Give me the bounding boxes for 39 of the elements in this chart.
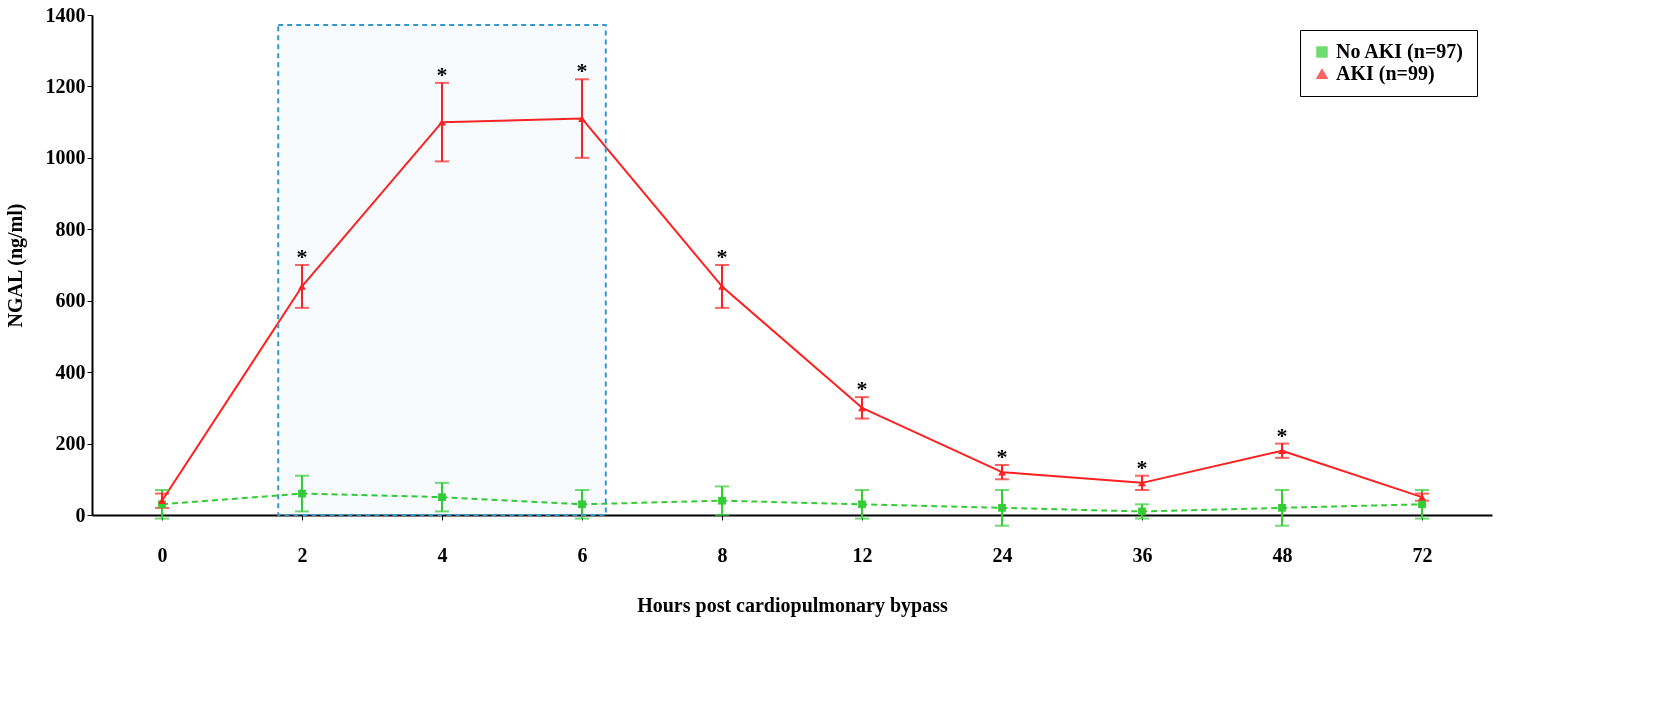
- x-tick-label: 4: [437, 543, 448, 566]
- y-axis-title: NGAL (ng/ml): [3, 203, 27, 328]
- point: [438, 493, 446, 502]
- point: [1278, 503, 1286, 512]
- x-tick-label: 48: [1272, 543, 1293, 566]
- point: [1138, 507, 1146, 516]
- point: [998, 503, 1006, 512]
- point: [1418, 500, 1426, 509]
- x-tick-label: 0: [157, 543, 168, 566]
- annotation: *: [1276, 422, 1288, 448]
- x-tick-label: 12: [852, 543, 873, 566]
- x-tick-label: 24: [992, 543, 1013, 566]
- x-tick-label: 72: [1412, 543, 1433, 566]
- y-tick-label: 800: [55, 217, 86, 240]
- y-tick-label: 1000: [45, 146, 86, 169]
- annotation: *: [436, 61, 448, 87]
- x-tick-label: 2: [297, 543, 308, 566]
- x-axis-title: Hours post cardiopulmonary bypass: [637, 593, 949, 617]
- annotation: *: [716, 244, 728, 269]
- annotation: *: [1136, 454, 1148, 480]
- legend-label: AKI (n=99): [1336, 62, 1435, 85]
- point: [858, 500, 866, 509]
- y-tick-label: 200: [55, 432, 86, 455]
- annotation: *: [856, 376, 868, 402]
- annotation: *: [576, 58, 588, 84]
- x-tick-label: 36: [1132, 543, 1153, 566]
- y-tick-label: 0: [75, 503, 86, 526]
- point: [298, 489, 306, 498]
- y-tick-label: 600: [55, 289, 86, 312]
- x-tick-label: 8: [717, 543, 728, 566]
- annotation: *: [296, 244, 308, 269]
- annotation: *: [996, 444, 1008, 469]
- legend-label: No AKI (n=97): [1336, 40, 1463, 63]
- x-tick-label: 6: [577, 543, 588, 566]
- y-tick-label: 1200: [45, 74, 86, 97]
- point: [578, 500, 586, 509]
- y-tick-label: 400: [55, 360, 86, 383]
- y-tick-label: 1400: [45, 3, 86, 26]
- point: [718, 496, 726, 505]
